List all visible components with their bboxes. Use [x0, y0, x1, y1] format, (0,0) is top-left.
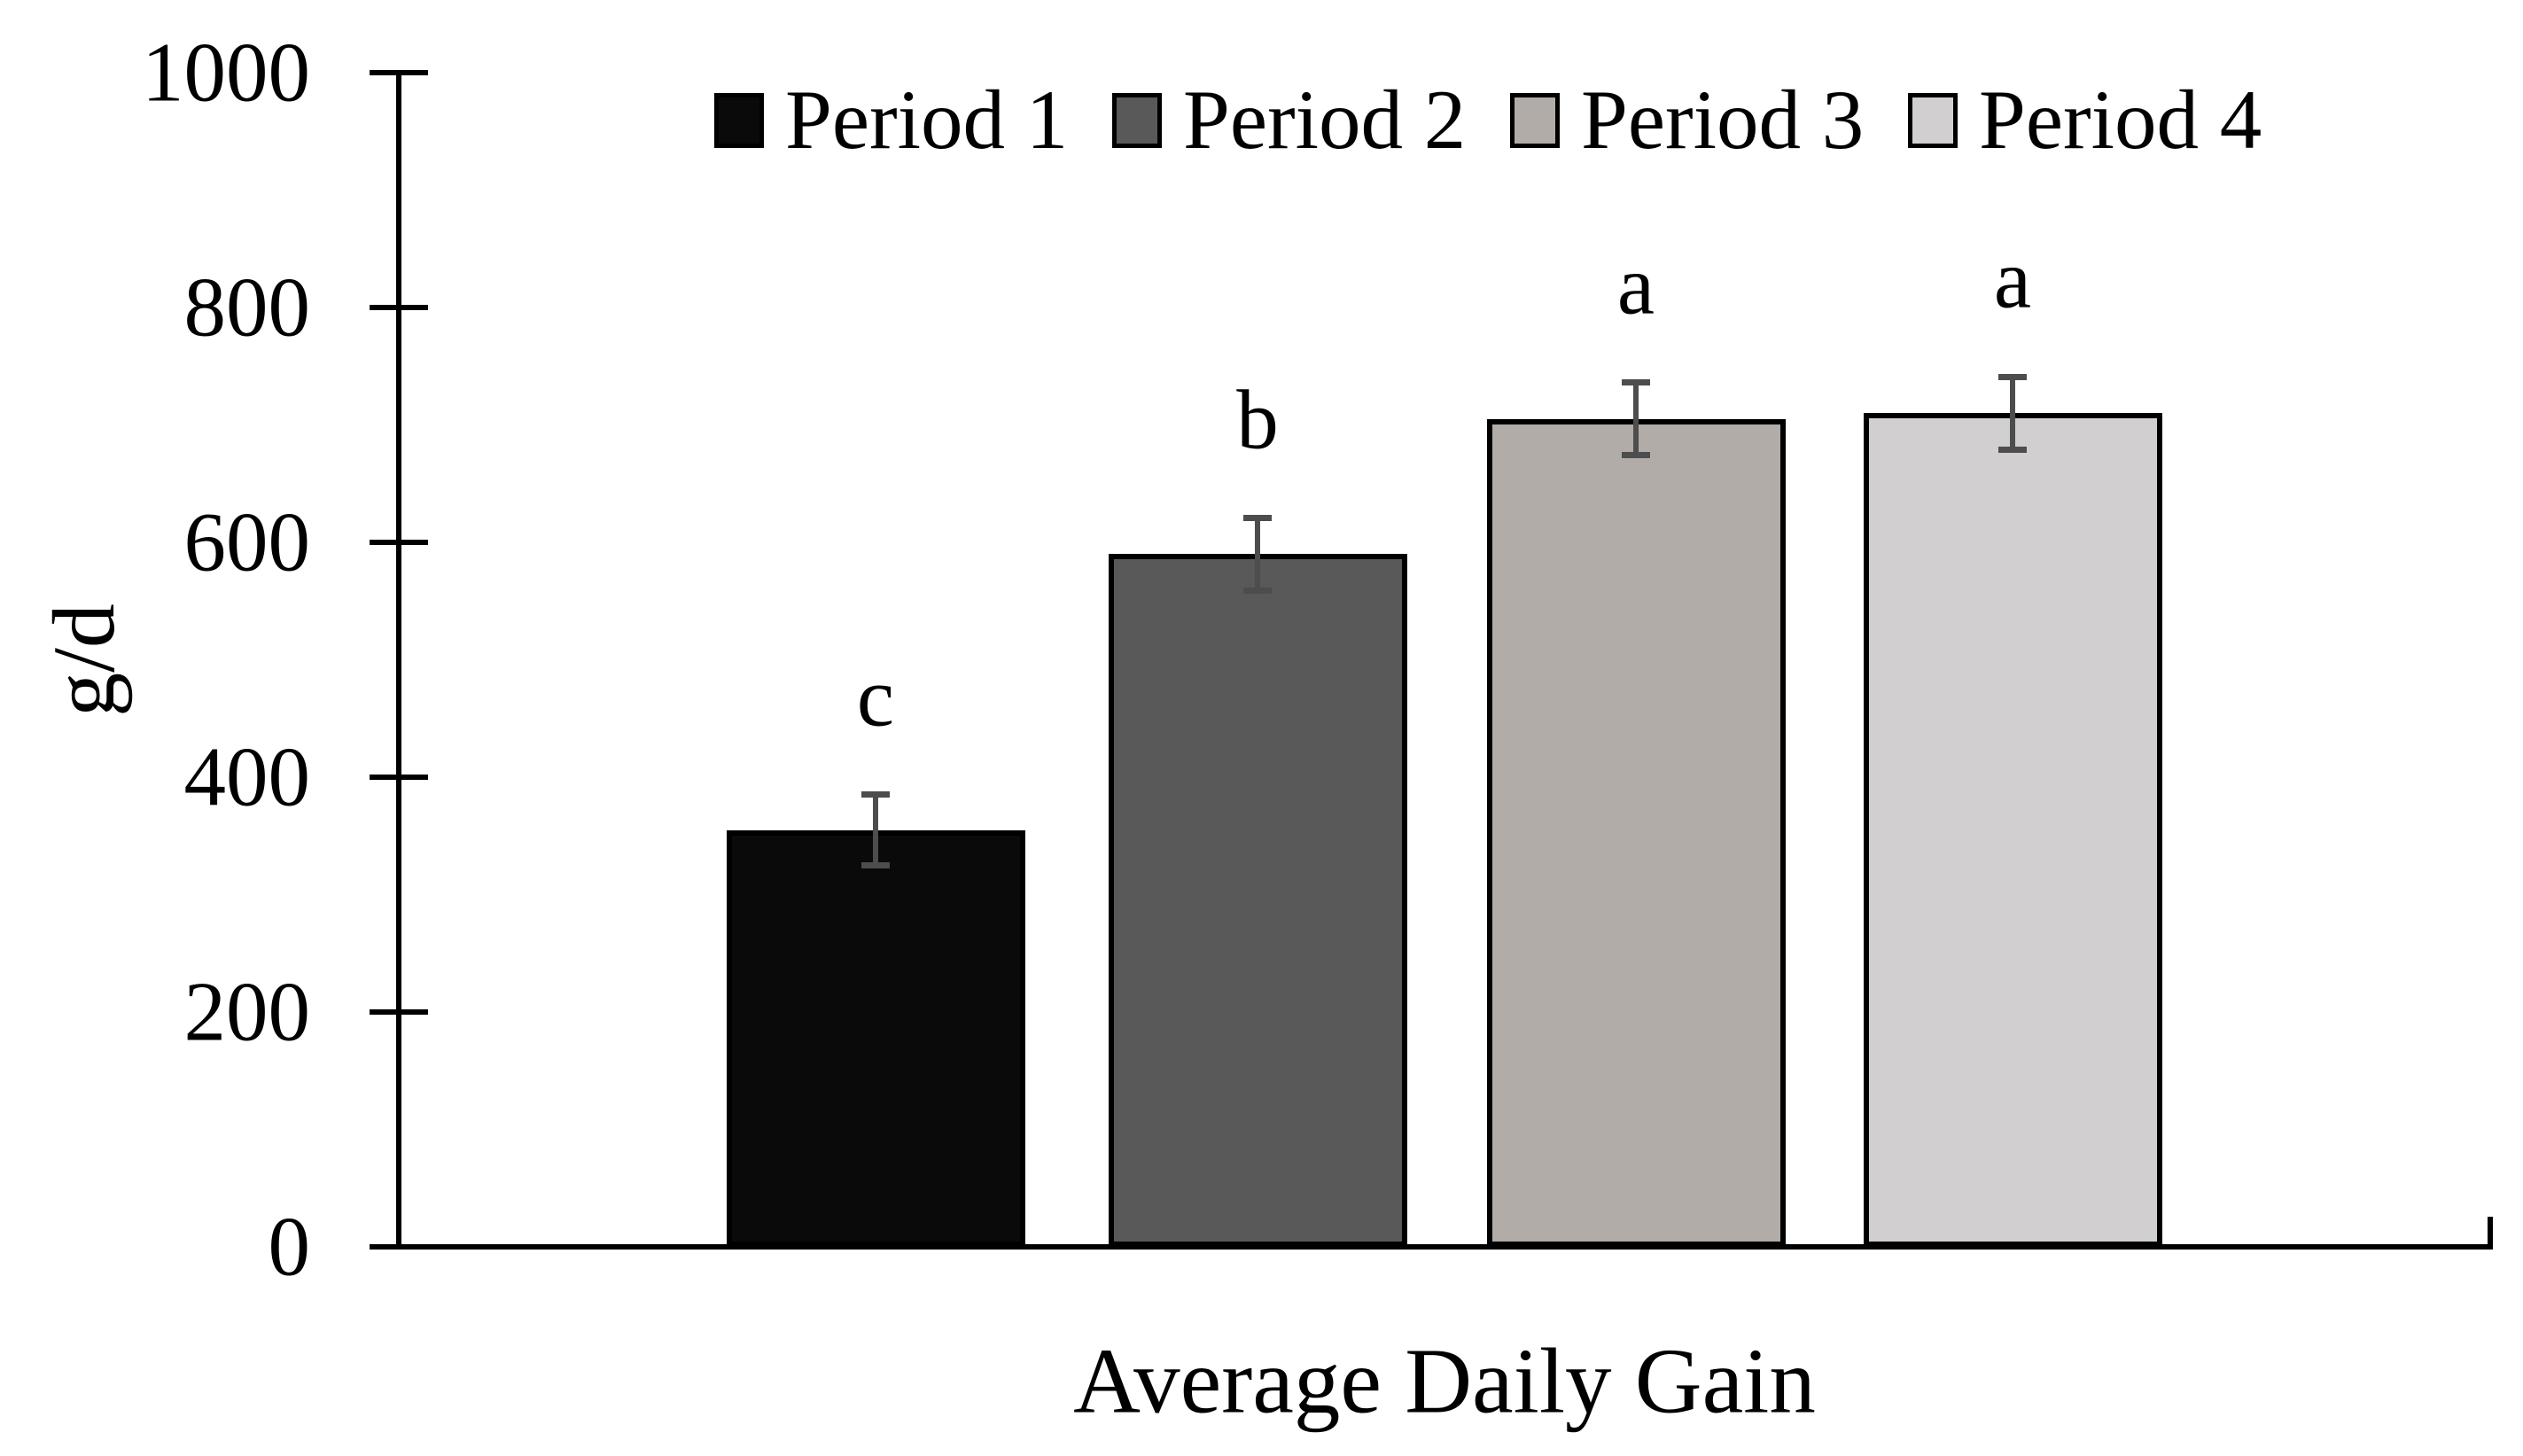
x-axis-title: Average Daily Gain	[1073, 1328, 1816, 1433]
significance-letter-period-2: b	[1236, 372, 1279, 467]
error-bar-period-2	[1255, 518, 1260, 591]
legend-label-period-3: Period 3	[1581, 73, 1865, 167]
y-axis-title: g/d	[35, 603, 133, 717]
bar-period-4	[1863, 413, 2162, 1247]
bar-period-2	[1108, 554, 1407, 1247]
y-tick-label-400: 400	[183, 729, 311, 824]
x-axis-end-tick	[2488, 1217, 2493, 1247]
error-bar-period-1	[873, 794, 878, 866]
legend-item-period-3: Period 3	[1510, 78, 1864, 162]
error-bar-top-cap-period-4	[1998, 373, 2027, 380]
x-axis-line	[370, 1244, 2493, 1250]
legend-item-period-1: Period 1	[714, 78, 1068, 162]
error-bar-top-cap-period-1	[861, 791, 890, 798]
y-tick-label-800: 800	[183, 260, 311, 354]
y-tick-label-600: 600	[183, 494, 311, 589]
bar-period-3	[1486, 418, 1786, 1247]
y-tick-label-0: 0	[268, 1199, 311, 1294]
legend-swatch-period-3	[1510, 92, 1560, 148]
legend-swatch-period-1	[714, 92, 764, 148]
legend-item-period-4: Period 4	[1908, 78, 2262, 162]
error-bar-bottom-cap-period-2	[1243, 587, 1272, 594]
y-tick-label-200: 200	[183, 964, 311, 1059]
error-bar-bottom-cap-period-3	[1622, 452, 1650, 459]
legend-label-period-1: Period 1	[785, 73, 1069, 167]
y-tick-label-1000: 1000	[142, 25, 310, 120]
error-bar-period-3	[1633, 382, 1639, 455]
error-bar-top-cap-period-2	[1243, 514, 1272, 521]
legend-label-period-2: Period 2	[1183, 73, 1467, 167]
error-bar-bottom-cap-period-4	[1998, 446, 2027, 453]
significance-letter-period-4: a	[1993, 231, 2032, 326]
error-bar-bottom-cap-period-1	[861, 861, 890, 868]
significance-letter-period-3: a	[1616, 237, 1655, 332]
error-bar-period-4	[2010, 377, 2015, 450]
significance-letter-period-1: c	[856, 650, 895, 744]
error-bar-top-cap-period-3	[1622, 379, 1650, 386]
bar-period-1	[726, 829, 1025, 1247]
y-axis-line	[396, 70, 401, 1250]
legend-swatch-period-4	[1908, 92, 1958, 148]
legend-item-period-2: Period 2	[1112, 78, 1466, 162]
legend-swatch-period-2	[1112, 92, 1162, 148]
legend-label-period-4: Period 4	[1979, 73, 2262, 167]
